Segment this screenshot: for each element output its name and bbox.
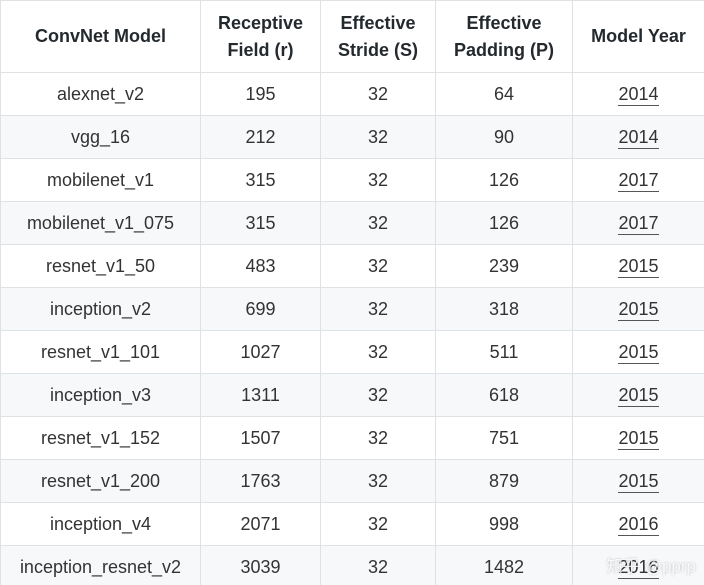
cell-effective-padding: 998 (435, 502, 573, 546)
table-row: mobilenet_v1_075 315 32 126 2017 (0, 201, 704, 245)
model-year-link[interactable]: 2014 (618, 83, 659, 106)
table-body: alexnet_v2 195 32 64 2014 vgg_16 212 32 90 2014 mo… (0, 72, 704, 585)
cell-receptive-field: 2071 (200, 502, 321, 546)
table-row: vgg_16 212 32 90 2014 (0, 115, 704, 159)
cell-effective-stride: 32 (320, 459, 436, 503)
cell-effective-padding: 90 (435, 115, 573, 159)
cell-effective-padding: 318 (435, 287, 573, 331)
cell-model-year: 2015 (572, 416, 704, 460)
table-row: inception_v4 2071 32 998 2016 (0, 502, 704, 546)
model-year-link[interactable]: 2015 (618, 255, 659, 278)
model-year-link[interactable]: 2016 (618, 556, 659, 579)
model-year-link[interactable]: 2015 (618, 341, 659, 364)
table-row: resnet_v1_200 1763 32 879 2015 (0, 459, 704, 503)
cell-model-name: vgg_16 (0, 115, 201, 159)
model-year-link[interactable]: 2015 (618, 384, 659, 407)
cell-effective-padding: 618 (435, 373, 573, 417)
cell-model-year: 2015 (572, 373, 704, 417)
cell-model-name: resnet_v1_101 (0, 330, 201, 374)
model-year-link[interactable]: 2016 (618, 513, 659, 536)
cell-model-year: 2017 (572, 201, 704, 245)
cell-receptive-field: 1763 (200, 459, 321, 503)
cell-receptive-field: 1507 (200, 416, 321, 460)
cell-model-name: resnet_v1_152 (0, 416, 201, 460)
model-year-link[interactable]: 2015 (618, 427, 659, 450)
cell-model-year: 2016 (572, 502, 704, 546)
table-row: inception_v3 1311 32 618 2015 (0, 373, 704, 417)
cell-receptive-field: 3039 (200, 545, 321, 585)
cell-model-name: mobilenet_v1 (0, 158, 201, 202)
cell-effective-stride: 32 (320, 158, 436, 202)
table-row: resnet_v1_152 1507 32 751 2015 (0, 416, 704, 460)
table-row: resnet_v1_101 1027 32 511 2015 (0, 330, 704, 374)
cell-effective-padding: 126 (435, 201, 573, 245)
cell-effective-stride: 32 (320, 115, 436, 159)
model-year-link[interactable]: 2017 (618, 169, 659, 192)
cell-receptive-field: 1027 (200, 330, 321, 374)
cell-model-year: 2015 (572, 244, 704, 288)
cell-effective-padding: 239 (435, 244, 573, 288)
cell-receptive-field: 195 (200, 72, 321, 116)
cell-receptive-field: 699 (200, 287, 321, 331)
cell-effective-padding: 751 (435, 416, 573, 460)
header-effective-padding: Effective Padding (P) (435, 0, 573, 73)
cell-effective-padding: 511 (435, 330, 573, 374)
cell-effective-stride: 32 (320, 373, 436, 417)
header-model-year: Model Year (572, 0, 704, 73)
cell-effective-stride: 32 (320, 330, 436, 374)
header-effective-stride-label: Effective Stride (S) (337, 12, 418, 60)
cell-effective-padding: 879 (435, 459, 573, 503)
cell-effective-padding: 126 (435, 158, 573, 202)
header-row: ConvNet Model Receptive Field (r) Effect… (0, 0, 704, 73)
cell-effective-stride: 32 (320, 201, 436, 245)
model-year-link[interactable]: 2015 (618, 298, 659, 321)
cell-receptive-field: 1311 (200, 373, 321, 417)
cell-model-year: 2015 (572, 330, 704, 374)
cell-model-name: inception_v3 (0, 373, 201, 417)
cell-receptive-field: 315 (200, 201, 321, 245)
cell-model-name: alexnet_v2 (0, 72, 201, 116)
cell-effective-stride: 32 (320, 72, 436, 116)
cell-effective-padding: 1482 (435, 545, 573, 585)
cell-model-year: 2015 (572, 287, 704, 331)
header-receptive-field-label: Receptive Field (r) (217, 12, 304, 60)
cell-model-name: inception_v2 (0, 287, 201, 331)
table-header: ConvNet Model Receptive Field (r) Effect… (0, 0, 704, 73)
header-receptive-field: Receptive Field (r) (200, 0, 321, 73)
cell-model-year: 2014 (572, 72, 704, 116)
cell-effective-stride: 32 (320, 287, 436, 331)
cell-effective-stride: 32 (320, 502, 436, 546)
model-year-link[interactable]: 2015 (618, 470, 659, 493)
cell-model-year: 2016 (572, 545, 704, 585)
cell-model-name: mobilenet_v1_075 (0, 201, 201, 245)
cell-model-year: 2017 (572, 158, 704, 202)
table-row: mobilenet_v1 315 32 126 2017 (0, 158, 704, 202)
cell-receptive-field: 483 (200, 244, 321, 288)
header-effective-stride: Effective Stride (S) (320, 0, 436, 73)
cell-receptive-field: 212 (200, 115, 321, 159)
model-year-link[interactable]: 2014 (618, 126, 659, 149)
cell-effective-stride: 32 (320, 244, 436, 288)
cell-receptive-field: 315 (200, 158, 321, 202)
cell-effective-padding: 64 (435, 72, 573, 116)
model-year-link[interactable]: 2017 (618, 212, 659, 235)
cell-model-name: resnet_v1_50 (0, 244, 201, 288)
table-row: alexnet_v2 195 32 64 2014 (0, 72, 704, 116)
cell-model-name: inception_v4 (0, 502, 201, 546)
cell-effective-stride: 32 (320, 545, 436, 585)
cell-model-name: inception_resnet_v2 (0, 545, 201, 585)
header-convnet-model: ConvNet Model (0, 0, 201, 73)
table-row: inception_resnet_v2 3039 32 1482 2016 (0, 545, 704, 585)
header-effective-padding-label: Effective Padding (P) (454, 12, 554, 60)
table-row: resnet_v1_50 483 32 239 2015 (0, 244, 704, 288)
cell-model-name: resnet_v1_200 (0, 459, 201, 503)
cell-model-year: 2014 (572, 115, 704, 159)
cell-model-year: 2015 (572, 459, 704, 503)
table-row: inception_v2 699 32 318 2015 (0, 287, 704, 331)
cell-effective-stride: 32 (320, 416, 436, 460)
